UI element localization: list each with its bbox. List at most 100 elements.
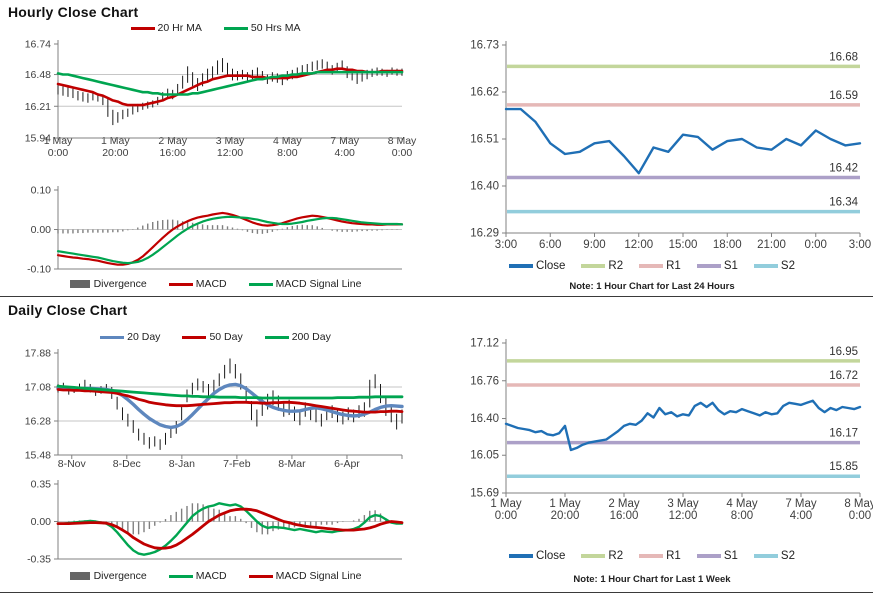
weekly-close-note: Note: 1 Hour Chart for Last 1 Week	[573, 574, 731, 585]
svg-text:3:00: 3:00	[495, 239, 517, 251]
svg-text:17.88: 17.88	[25, 348, 51, 360]
svg-text:4 May: 4 May	[273, 135, 302, 147]
svg-text:7-Feb: 7-Feb	[223, 458, 251, 470]
legend-item-close: Close	[509, 550, 565, 562]
svg-text:15.48: 15.48	[25, 450, 51, 462]
legend-label: Close	[536, 260, 566, 272]
legend-item-s1: S1	[696, 550, 738, 562]
legend-swatch	[223, 26, 248, 30]
svg-text:20:00: 20:00	[102, 147, 128, 159]
svg-text:12:00: 12:00	[217, 147, 243, 159]
legend-label: 20 Hr MA	[157, 22, 202, 34]
legend-item-50-hrs-ma: 50 Hrs MA	[223, 22, 300, 34]
svg-text:6-Apr: 6-Apr	[334, 458, 360, 470]
svg-text:1 May: 1 May	[490, 498, 522, 510]
legend-swatch	[581, 554, 606, 558]
svg-text:-0.35: -0.35	[27, 554, 51, 566]
svg-text:15:00: 15:00	[669, 239, 698, 251]
svg-text:16.59: 16.59	[829, 90, 858, 102]
svg-text:16.34: 16.34	[829, 197, 858, 209]
legend-item-s2: S2	[753, 550, 795, 562]
svg-text:12:00: 12:00	[669, 510, 698, 522]
legend-item-macd: MACD	[168, 570, 227, 582]
svg-text:9:00: 9:00	[583, 239, 605, 251]
legend-item-200-day: 200 Day	[264, 331, 331, 343]
svg-text:16.76: 16.76	[470, 375, 499, 387]
legend-item-macd-signal-line: MACD Signal Line	[248, 278, 361, 290]
svg-text:0.10: 0.10	[31, 185, 52, 197]
svg-text:0:00: 0:00	[805, 239, 827, 251]
legend-label: S1	[723, 260, 738, 272]
svg-text:0.00: 0.00	[31, 516, 52, 528]
legend-label: R1	[666, 260, 681, 272]
hourly-macd-legend: Divergence MACD MACD Signal Line	[8, 277, 423, 291]
legend-item-r2: R2	[581, 260, 623, 272]
daily-section-title: Daily Close Chart	[8, 302, 128, 318]
legend-item-divergence: Divergence	[69, 278, 147, 290]
svg-text:0.35: 0.35	[31, 479, 52, 491]
svg-text:8:00: 8:00	[731, 510, 753, 522]
legend-swatch	[509, 264, 534, 268]
svg-text:16.95: 16.95	[829, 346, 858, 358]
legend-swatch	[639, 554, 664, 558]
svg-text:1 May: 1 May	[101, 135, 130, 147]
legend-item-s1: S1	[696, 260, 738, 272]
daily-price-chart: 17.88 17.08 16.28 15.48 8-Nov 8-Dec 8-Jan 7-Feb…	[25, 348, 404, 470]
svg-text:2 May: 2 May	[608, 498, 640, 510]
svg-text:8 May: 8 May	[844, 498, 873, 510]
svg-text:2 May: 2 May	[158, 135, 187, 147]
svg-text:17.08: 17.08	[25, 382, 51, 394]
hourly-section-title: Hourly Close Chart	[8, 4, 139, 20]
svg-text:16.40: 16.40	[470, 181, 499, 193]
svg-text:16.73: 16.73	[470, 40, 499, 52]
svg-text:16.51: 16.51	[470, 134, 499, 146]
svg-text:0.00: 0.00	[31, 224, 52, 236]
svg-text:15.94: 15.94	[25, 133, 51, 145]
svg-text:16.62: 16.62	[470, 87, 499, 99]
weekly-close-legend: Close R2 R1 S1 S2	[436, 548, 868, 564]
svg-text:21:00: 21:00	[757, 239, 786, 251]
legend-swatch	[753, 554, 778, 558]
legend-label: 200 Day	[291, 331, 331, 343]
legend-item-macd-signal-line: MACD Signal Line	[248, 570, 361, 582]
legend-swatch	[182, 335, 207, 339]
svg-text:8 May: 8 May	[388, 135, 417, 147]
svg-text:15.85: 15.85	[829, 461, 858, 473]
hourly-close-note: Note: 1 Hour Chart for Last 24 Hours	[569, 281, 735, 292]
svg-text:16.28: 16.28	[25, 416, 51, 428]
legend-item-r1: R1	[639, 550, 681, 562]
legend-label: Close	[536, 550, 566, 562]
svg-text:3 May: 3 May	[667, 498, 699, 510]
svg-text:7 May: 7 May	[785, 498, 817, 510]
svg-text:3 May: 3 May	[216, 135, 245, 147]
legend-item-close: Close	[509, 260, 565, 272]
svg-text:8:00: 8:00	[277, 147, 298, 159]
legend-swatch	[248, 574, 273, 578]
legend-swatch	[581, 264, 606, 268]
svg-text:16.72: 16.72	[829, 370, 858, 382]
svg-text:8-Mar: 8-Mar	[278, 458, 306, 470]
svg-text:16.42: 16.42	[829, 162, 858, 174]
svg-text:0:00: 0:00	[48, 147, 69, 159]
legend-label: R1	[666, 550, 681, 562]
svg-text:-0.10: -0.10	[27, 264, 51, 276]
legend-label: 20 Day	[127, 331, 161, 343]
svg-text:16:00: 16:00	[160, 147, 186, 159]
svg-text:4 May: 4 May	[726, 498, 758, 510]
legend-swatch	[69, 572, 90, 580]
legend-label: MACD	[195, 278, 227, 290]
svg-text:12:00: 12:00	[624, 239, 653, 251]
legend-label: Divergence	[93, 570, 147, 582]
daily-price-legend: 20 Day 50 Day 200 Day	[8, 330, 423, 344]
legend-item-20-hr-ma: 20 Hr MA	[130, 22, 202, 34]
hourly-price-legend: 20 Hr MA 50 Hrs MA	[8, 21, 423, 35]
svg-text:0:00: 0:00	[849, 510, 871, 522]
svg-text:15.69: 15.69	[470, 488, 499, 500]
legend-item-macd: MACD	[168, 278, 227, 290]
legend-item-s2: S2	[753, 260, 795, 272]
svg-text:0:00: 0:00	[392, 147, 413, 159]
legend-swatch	[69, 280, 90, 288]
svg-text:3:00: 3:00	[849, 239, 871, 251]
